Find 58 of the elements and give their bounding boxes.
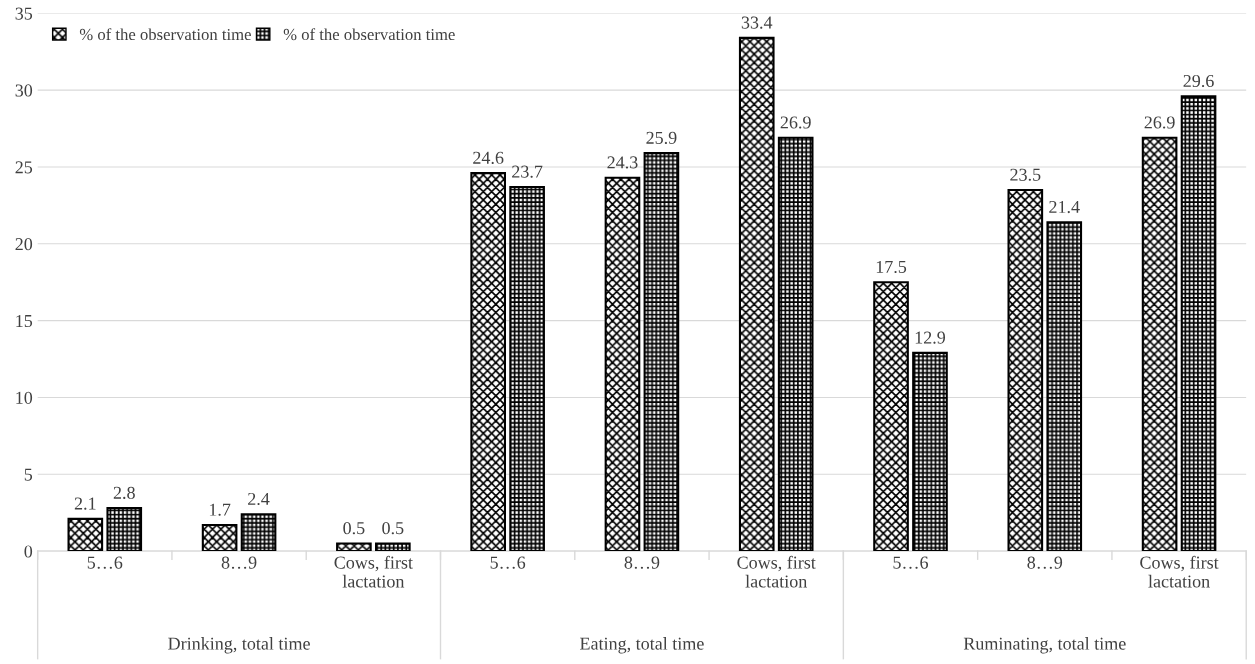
data-label: 33.4 (741, 16, 773, 29)
x-tick-label: 8…9 (624, 556, 660, 569)
y-tick-label: 10 (16, 391, 33, 404)
data-label: 2.1 (74, 497, 96, 510)
y-tick-label: 0 (24, 545, 33, 558)
bar (643, 152, 680, 552)
legend-label: % of the observation time (79, 28, 251, 41)
bar (240, 513, 277, 552)
data-label: 23.5 (1010, 168, 1041, 181)
x-tick-label: Cows, first lactation (334, 555, 413, 588)
bar (336, 542, 372, 552)
bar (106, 507, 143, 552)
data-label: 24.6 (473, 151, 504, 164)
bar (912, 351, 948, 552)
x-tick-label: 5…6 (490, 556, 526, 569)
x-tick-label: 5…6 (87, 556, 123, 569)
data-label: 29.6 (1183, 74, 1214, 88)
data-label: 0.5 (382, 522, 404, 535)
y-tick-label: 25 (15, 161, 33, 174)
x-tick-label: 8…9 (221, 556, 257, 569)
x-tick-label: 5…6 (893, 556, 929, 569)
y-tick-label: 15 (16, 314, 33, 328)
data-label: 26.9 (780, 116, 811, 129)
y-tick-label: 5 (24, 468, 33, 481)
text: Ruminating, total time (963, 637, 1126, 654)
bar (375, 542, 411, 552)
bar (1046, 221, 1083, 552)
y-tick-label: 35 (15, 7, 33, 20)
data-label: 21.4 (1049, 200, 1080, 214)
data-label: 23.7 (512, 165, 543, 178)
x-tick-label: 8…9 (1027, 556, 1063, 569)
y-tick-label: 30 (15, 84, 33, 97)
data-label: 26.9 (1144, 116, 1175, 129)
data-label: 12.9 (915, 331, 946, 344)
legend-label: % of the observation time (283, 28, 455, 41)
data-label: 2.4 (248, 492, 270, 506)
data-label: 1.7 (209, 503, 231, 516)
bar (738, 36, 775, 552)
bar (470, 172, 506, 552)
data-label: 25.9 (646, 131, 677, 144)
bar (777, 136, 814, 552)
bar (1007, 188, 1044, 552)
text: Drinking, total time (168, 637, 310, 654)
x-tick-label: Cows, first lactation (1140, 555, 1219, 588)
bar (873, 281, 909, 552)
data-label: 2.8 (113, 486, 135, 499)
bar (1141, 136, 1178, 552)
data-label: 0.5 (343, 522, 365, 535)
data-label: 17.5 (876, 260, 907, 274)
bar (1180, 95, 1217, 552)
x-tick-label: Cows, first lactation (737, 555, 816, 588)
bar (201, 523, 238, 552)
text: Eating, total time (580, 637, 704, 654)
bar (67, 517, 104, 552)
bar (509, 185, 545, 552)
bar (604, 176, 641, 552)
y-tick-label: 20 (15, 238, 33, 251)
data-label: 24.3 (607, 156, 638, 169)
